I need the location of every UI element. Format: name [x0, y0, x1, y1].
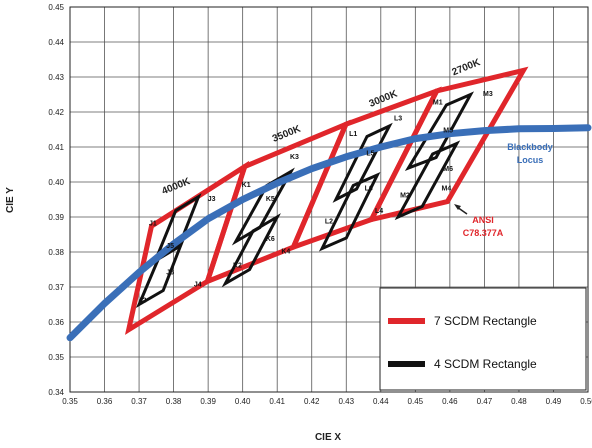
four-step-quadrangle [318, 171, 381, 252]
x-tick-label: 0.50 [580, 397, 592, 406]
bin-label: J6 [166, 269, 174, 276]
bin-label: M2 [400, 192, 410, 199]
bin-label: L3 [394, 115, 402, 122]
x-tick-label: 0.35 [62, 397, 78, 406]
y-tick-label: 0.44 [48, 38, 64, 47]
legend-label-4-scdm: 4 SCDM Rectangle [434, 357, 537, 371]
x-tick-label: 0.45 [408, 397, 424, 406]
y-tick-label: 0.39 [48, 213, 64, 222]
y-tick-label: 0.40 [48, 178, 64, 187]
y-tick-label: 0.36 [48, 318, 64, 327]
four-step-quadrangle [221, 213, 281, 288]
bin-label: J2 [139, 297, 147, 304]
four-step-quadrangle [404, 91, 475, 171]
bin-label: L6 [365, 185, 373, 192]
x-tick-label: 0.48 [511, 397, 527, 406]
four-step-quadrangles [135, 91, 475, 309]
bin-label: J3 [208, 196, 216, 203]
bin-label: K4 [281, 248, 290, 255]
y-tick-label: 0.38 [48, 248, 64, 257]
x-tick-label: 0.39 [200, 397, 216, 406]
legend: 7 SCDM Rectangle 4 SCDM Rectangle [379, 287, 587, 391]
bin-label: K3 [290, 154, 299, 161]
x-tick-label: 0.42 [304, 397, 320, 406]
bin-label: L4 [375, 208, 383, 215]
annotation-arrowhead [454, 204, 461, 210]
seven-step-quadrangles [124, 66, 529, 335]
x-tick-label: 0.46 [442, 397, 458, 406]
x-tick-label: 0.40 [235, 397, 251, 406]
bin-label: J5 [166, 243, 174, 250]
x-tick-label: 0.41 [269, 397, 285, 406]
bin-label: L5 [366, 150, 374, 157]
bin-label: M4 [442, 185, 452, 192]
x-tick-label: 0.49 [546, 397, 562, 406]
legend-box [379, 287, 587, 391]
x-tick-labels: 0.35 0.36 0.37 0.38 0.39 0.40 0.41 0.42 0.43 0.44… [62, 397, 592, 406]
y-tick-label: 0.34 [48, 388, 64, 397]
y-tick-label: 0.45 [48, 3, 64, 12]
bin-label: M6 [443, 166, 453, 173]
bin-label: J4 [194, 282, 202, 289]
legend-label-7-scdm: 7 SCDM Rectangle [434, 314, 537, 328]
y-tick-label: 0.41 [48, 143, 64, 152]
blackbody-locus [66, 124, 592, 342]
y-tick-label: 0.43 [48, 73, 64, 82]
annotation-line1: ANSI [472, 215, 494, 225]
y-axis-title: CIE Y [5, 187, 16, 213]
bin-label: M1 [433, 100, 443, 107]
seven-step-quadrangle-3500k [203, 119, 351, 286]
y-tick-labels: 0.34 0.35 0.36 0.37 0.38 0.39 0.40 0.41 0.42 0.43… [48, 3, 64, 397]
four-step-quadrangle [394, 140, 461, 221]
y-tick-label: 0.35 [48, 353, 64, 362]
bin-label: K6 [266, 236, 275, 243]
bin-label: K5 [266, 196, 275, 203]
x-tick-label: 0.44 [373, 397, 389, 406]
locus-label-line2: Locus [517, 155, 544, 165]
x-axis-title: CIE X [315, 432, 341, 443]
annotation-line2: C78.377A [463, 228, 504, 238]
four-step-quadrangle [332, 122, 393, 203]
y-tick-label: 0.37 [48, 283, 64, 292]
locus-label-line1: Blackbody [507, 142, 553, 152]
x-tick-label: 0.47 [477, 397, 493, 406]
bin-label: L2 [325, 219, 333, 226]
bin-label: J1 [149, 220, 157, 227]
blackbody-locus-curve [66, 124, 592, 342]
y-tick-label: 0.42 [48, 108, 64, 117]
bin-label: L1 [349, 131, 357, 138]
x-tick-label: 0.38 [166, 397, 182, 406]
bin-label: K1 [242, 182, 251, 189]
bin-label: M3 [483, 91, 493, 98]
x-tick-label: 0.43 [338, 397, 354, 406]
x-tick-label: 0.37 [131, 397, 147, 406]
seven-step-quadrangle-2700k [366, 66, 529, 224]
bin-labels: 4000K3500K3000K2700KJ1J3J5J6J2J4K1K3K5K6… [139, 57, 493, 304]
x-tick-label: 0.36 [97, 397, 113, 406]
cct-label: 2700K [450, 57, 482, 79]
plot-frame [69, 6, 589, 393]
bin-label: K2 [233, 262, 242, 269]
bin-label: M5 [443, 128, 453, 135]
cct-label: 4000K [160, 176, 192, 198]
seven-step-quadrangle-4000k [124, 160, 250, 335]
